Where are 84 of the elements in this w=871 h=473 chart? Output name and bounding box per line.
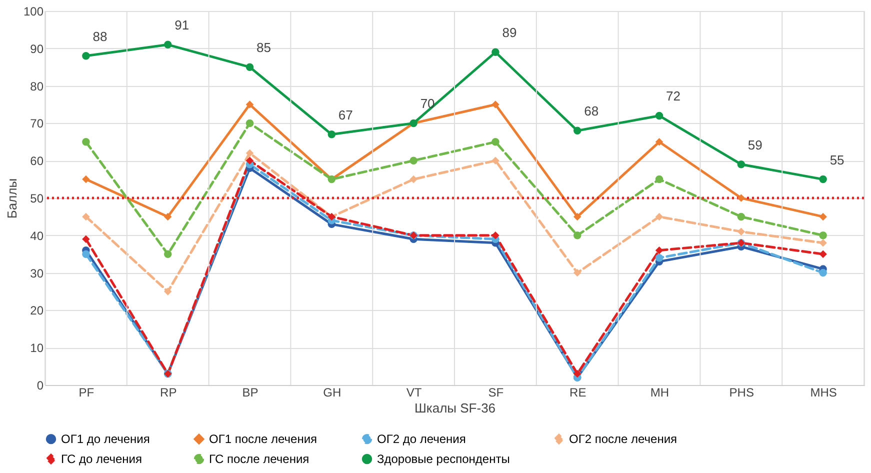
legend-label: ОГ2 после лечения bbox=[569, 432, 678, 446]
data-label: 89 bbox=[502, 25, 517, 40]
point bbox=[246, 119, 254, 128]
point bbox=[737, 228, 746, 236]
point bbox=[492, 232, 500, 240]
point bbox=[819, 239, 827, 247]
point bbox=[573, 126, 582, 135]
point bbox=[819, 250, 827, 258]
point bbox=[82, 212, 90, 221]
data-label: 88 bbox=[92, 28, 108, 44]
legend-label: Здоровые респонденты bbox=[377, 452, 510, 466]
point bbox=[492, 100, 500, 108]
point bbox=[246, 156, 254, 164]
point bbox=[82, 52, 90, 60]
data-label: 70 bbox=[420, 96, 435, 112]
point bbox=[164, 250, 172, 258]
point bbox=[82, 138, 90, 146]
point bbox=[410, 175, 418, 184]
point bbox=[819, 212, 827, 221]
point bbox=[246, 63, 254, 71]
y-tick-label: 60 bbox=[30, 154, 44, 168]
data-label: 68 bbox=[584, 104, 599, 119]
point bbox=[82, 175, 90, 184]
point bbox=[573, 212, 582, 221]
point bbox=[737, 160, 746, 168]
point bbox=[82, 235, 90, 244]
point bbox=[82, 250, 90, 258]
x-tick-label: SF bbox=[488, 386, 504, 400]
x-tick-label: RE bbox=[570, 386, 586, 400]
point bbox=[737, 212, 746, 221]
legend-label: ГС до лечения bbox=[61, 452, 142, 466]
x-tick-label: MHS bbox=[810, 386, 837, 400]
point bbox=[655, 246, 664, 254]
point bbox=[573, 370, 582, 378]
point bbox=[737, 194, 746, 202]
y-tick-label: 100 bbox=[23, 4, 44, 18]
point bbox=[655, 138, 664, 146]
point bbox=[819, 268, 827, 277]
data-label: 59 bbox=[748, 137, 762, 152]
x-axis-title: Шкалы SF-36 bbox=[414, 400, 496, 416]
legend-label: ГС после лечения bbox=[209, 452, 310, 466]
y-tick-label: 70 bbox=[30, 116, 44, 131]
data-label: 91 bbox=[174, 18, 190, 33]
legend-label: ОГ1 до лечения bbox=[61, 432, 150, 446]
x-tick-label: PF bbox=[78, 386, 94, 400]
point bbox=[819, 175, 827, 184]
point bbox=[492, 48, 500, 56]
y-tick-label: 50 bbox=[30, 192, 44, 206]
point bbox=[492, 156, 500, 164]
point bbox=[492, 138, 500, 146]
y-tick-label: 30 bbox=[30, 266, 44, 280]
y-tick-label: 90 bbox=[30, 42, 44, 56]
point bbox=[655, 254, 664, 262]
point bbox=[573, 232, 582, 240]
point bbox=[246, 100, 254, 108]
x-tick-label: VT bbox=[406, 386, 422, 400]
data-label: 85 bbox=[256, 40, 271, 56]
x-tick-label: MH bbox=[650, 386, 670, 400]
x-tick-label: PHS bbox=[729, 386, 754, 400]
legend-label: ОГ2 до лечения bbox=[377, 432, 466, 446]
y-axis-title: Баллы bbox=[4, 178, 20, 219]
point bbox=[573, 268, 582, 277]
x-tick-label: RP bbox=[160, 386, 177, 400]
data-label: 72 bbox=[666, 88, 680, 104]
point bbox=[655, 212, 664, 221]
point bbox=[328, 130, 336, 138]
point bbox=[655, 175, 664, 184]
y-tick-label: 20 bbox=[30, 304, 44, 318]
legend-label: ОГ1 после лечения bbox=[209, 432, 318, 446]
y-tick-label: 10 bbox=[30, 341, 44, 356]
data-label: 67 bbox=[338, 107, 353, 122]
data-label: 55 bbox=[830, 152, 844, 168]
point bbox=[655, 112, 664, 120]
y-tick-label: 40 bbox=[30, 228, 44, 243]
point bbox=[164, 40, 172, 49]
point bbox=[410, 156, 418, 164]
y-tick-label: 0 bbox=[36, 378, 44, 392]
x-tick-label: GH bbox=[323, 386, 342, 400]
y-tick-label: 80 bbox=[30, 79, 44, 94]
x-tick-label: BP bbox=[242, 386, 258, 400]
point bbox=[164, 288, 172, 296]
point bbox=[819, 232, 827, 240]
point bbox=[246, 149, 254, 157]
point bbox=[164, 212, 172, 221]
